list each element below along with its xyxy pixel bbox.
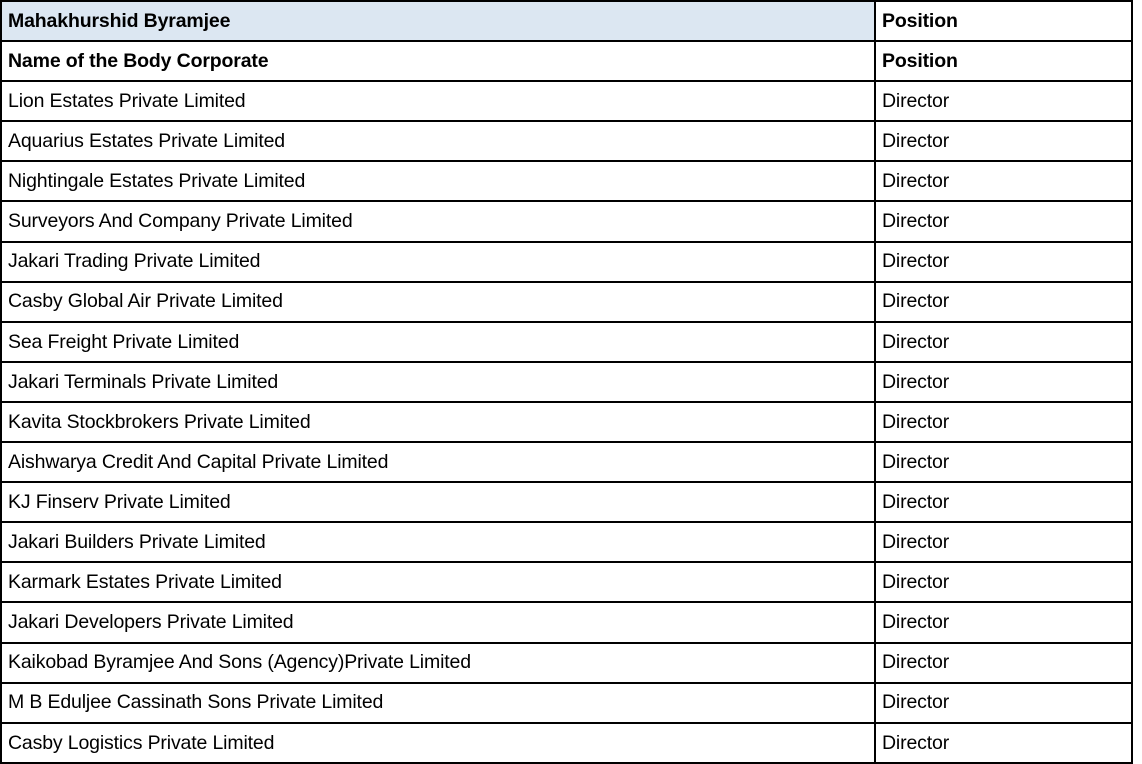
- cell-body-corporate-name: Karmark Estates Private Limited: [0, 561, 876, 604]
- column-header-name: Name of the Body Corporate: [0, 40, 876, 83]
- cell-position: Director: [874, 601, 1133, 644]
- cell-position: Director: [874, 80, 1133, 123]
- cell-body-corporate-name: Jakari Builders Private Limited: [0, 521, 876, 564]
- column-header-position: Position: [874, 40, 1133, 83]
- person-position-label: Position: [874, 0, 1133, 43]
- cell-position: Director: [874, 400, 1133, 444]
- cell-position: Director: [874, 240, 1133, 283]
- cell-body-corporate-name: Jakari Terminals Private Limited: [0, 360, 876, 403]
- cell-body-corporate-name: Surveyors And Company Private Limited: [0, 200, 876, 243]
- cell-body-corporate-name: Kaikobad Byramjee And Sons (Agency)Priva…: [0, 641, 876, 684]
- cell-body-corporate-name: Aquarius Estates Private Limited: [0, 120, 876, 163]
- table-row: Jakari Trading Private Limited Director: [0, 240, 1133, 283]
- table-row: Jakari Terminals Private Limited Director: [0, 360, 1133, 403]
- cell-body-corporate-name: Jakari Developers Private Limited: [0, 601, 876, 644]
- cell-body-corporate-name: Jakari Trading Private Limited: [0, 240, 876, 283]
- table-row: Jakari Developers Private Limited Directo…: [0, 601, 1133, 644]
- cell-position: Director: [874, 320, 1133, 363]
- cell-position: Director: [874, 360, 1133, 403]
- cell-position: Director: [874, 681, 1133, 724]
- cell-position: Director: [874, 641, 1133, 684]
- table-row: Karmark Estates Private Limited Director: [0, 561, 1133, 604]
- cell-position: Director: [874, 481, 1133, 524]
- table-row: Nightingale Estates Private Limited Direc…: [0, 160, 1133, 203]
- column-header-row: Name of the Body Corporate Position: [0, 40, 1133, 83]
- cell-position: Director: [874, 280, 1133, 323]
- cell-body-corporate-name: Casby Logistics Private Limited: [0, 721, 876, 764]
- cell-body-corporate-name: Sea Freight Private Limited: [0, 320, 876, 363]
- person-name: Mahakhurshid Byramjee: [0, 0, 876, 43]
- table-row: KJ Finserv Private Limited Director: [0, 481, 1133, 524]
- table-row: Casby Global Air Private Limited Director: [0, 280, 1133, 323]
- cell-body-corporate-name: Lion Estates Private Limited: [0, 80, 876, 123]
- table-row: Kavita Stockbrokers Private Limited Direc…: [0, 400, 1133, 444]
- cell-position: Director: [874, 160, 1133, 203]
- table-row: Lion Estates Private Limited Director: [0, 80, 1133, 123]
- table-row: M B Eduljee Cassinath Sons Private Limit…: [0, 681, 1133, 724]
- cell-body-corporate-name: Kavita Stockbrokers Private Limited: [0, 400, 876, 444]
- table-row: Aishwarya Credit And Capital Private Lim…: [0, 441, 1133, 484]
- cell-body-corporate-name: KJ Finserv Private Limited: [0, 481, 876, 524]
- cell-body-corporate-name: Aishwarya Credit And Capital Private Lim…: [0, 441, 876, 484]
- table-row: Kaikobad Byramjee And Sons (Agency)Priva…: [0, 641, 1133, 684]
- table-row: Jakari Builders Private Limited Director: [0, 521, 1133, 564]
- cell-position: Director: [874, 441, 1133, 484]
- table-row: Surveyors And Company Private Limited Dir…: [0, 200, 1133, 243]
- cell-body-corporate-name: M B Eduljee Cassinath Sons Private Limit…: [0, 681, 876, 724]
- cell-position: Director: [874, 561, 1133, 604]
- table-row: Casby Logistics Private Limited Director: [0, 721, 1133, 764]
- cell-position: Director: [874, 200, 1133, 243]
- cell-position: Director: [874, 721, 1133, 764]
- table-row: Sea Freight Private Limited Director: [0, 320, 1133, 363]
- cell-position: Director: [874, 521, 1133, 564]
- table-row: Aquarius Estates Private Limited Director: [0, 120, 1133, 163]
- person-banner-row: Mahakhurshid Byramjee Position: [0, 0, 1133, 43]
- cell-body-corporate-name: Nightingale Estates Private Limited: [0, 160, 876, 203]
- cell-position: Director: [874, 120, 1133, 163]
- cell-body-corporate-name: Casby Global Air Private Limited: [0, 280, 876, 323]
